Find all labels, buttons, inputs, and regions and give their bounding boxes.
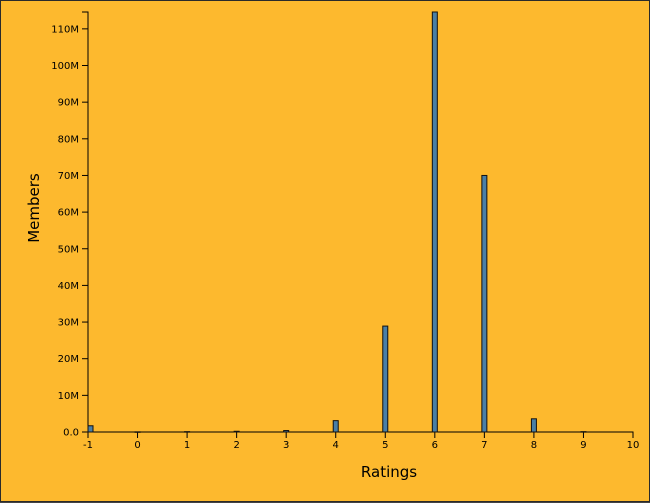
bars [87, 11, 587, 433]
x-tick-label: 7 [481, 440, 487, 451]
y-tick-label: 110M [51, 24, 79, 35]
y-tick-label: 20M [58, 354, 79, 365]
bar [530, 418, 537, 433]
x-tick-label: 5 [382, 440, 388, 451]
x-tick-label: 10 [627, 440, 640, 451]
x-tick-label: 1 [184, 440, 190, 451]
x-tick-label: 6 [432, 440, 438, 451]
y-axis-line [82, 11, 89, 433]
x-tick-label: -1 [83, 440, 93, 451]
y-tick-label: 80M [58, 134, 79, 145]
x-axis-title: Ratings [361, 463, 417, 481]
x-tick-label: 0 [134, 440, 140, 451]
x-tick-label: 2 [233, 440, 239, 451]
y-tick-label: 50M [58, 244, 79, 255]
bar [233, 430, 240, 433]
y-tick-label: 70M [58, 171, 79, 182]
y-axis-title: Members [25, 173, 43, 243]
bar [431, 11, 438, 433]
y-tick-label: 90M [58, 98, 79, 109]
bar [332, 420, 339, 433]
bar [481, 174, 488, 433]
y-tick-label: 40M [58, 281, 79, 292]
bar [283, 430, 290, 433]
x-axis-line [87, 431, 634, 438]
bar [382, 325, 389, 433]
y-tick-label: 60M [58, 208, 79, 219]
x-axis: -1 0 1 2 3 4 5 6 7 8 9 10 [83, 431, 640, 451]
bar [87, 425, 94, 433]
bar [134, 431, 141, 433]
y-tick-label: 10M [58, 391, 79, 402]
bar [580, 431, 587, 433]
y-tick-label: 100M [51, 61, 79, 72]
x-tick-label: 3 [283, 440, 289, 451]
x-tick-label: 8 [531, 440, 537, 451]
y-tick-label: 0.0 [63, 428, 79, 439]
bar [184, 431, 191, 433]
y-tick-label: 30M [58, 318, 79, 329]
x-tick-label: 4 [333, 440, 339, 451]
y-axis: 0.0 10M 20M 30M 40M 50M 60M 70M 80M 90M 100M 110M [51, 11, 89, 439]
x-tick-label: 9 [580, 440, 586, 451]
